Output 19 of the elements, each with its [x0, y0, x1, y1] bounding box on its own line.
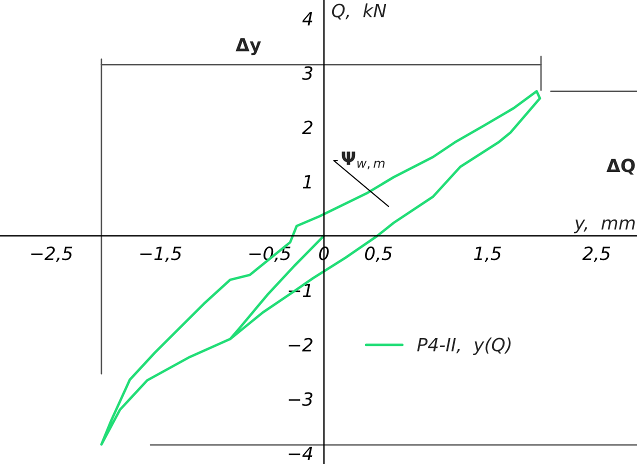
y-tick-label: −2 [288, 338, 312, 352]
y-axis-title: Q, kN [332, 3, 386, 20]
x-tick-label: 0,5 [365, 246, 392, 262]
annotation: ΔQ [606, 158, 635, 175]
annotation: Ψ$_{w,m}$ [342, 152, 385, 170]
y-tick-label: −3 [288, 392, 312, 406]
x-tick-label: −2,5 [31, 246, 72, 262]
y-tick-label: 1 [302, 175, 311, 188]
annotation: Δy [236, 38, 261, 56]
x-tick-label: 2,5 [582, 246, 610, 262]
y-tick-label: 2 [302, 120, 312, 134]
line-series [100, 90, 542, 446]
y-tick-label: 3 [302, 66, 312, 80]
legend-label: P4-II, y(Q) [417, 337, 511, 355]
x-tick-label: 1,5 [474, 246, 501, 262]
x-axis-title: y, mm [574, 219, 635, 234]
x-tick-label: −1,5 [140, 246, 182, 262]
y-tick-label: 4 [302, 12, 312, 26]
y-tick-label: −4 [288, 446, 312, 460]
